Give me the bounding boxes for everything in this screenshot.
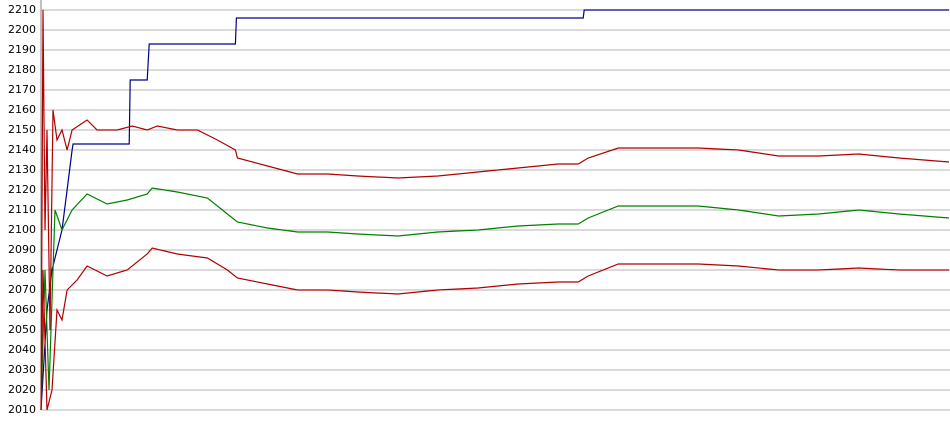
y-tick-label: 2090 [8, 243, 36, 256]
y-tick-label: 2040 [8, 343, 36, 356]
series-line [40, 187, 950, 411]
y-tick-label: 2200 [8, 23, 36, 36]
y-tick-label: 2120 [8, 183, 36, 196]
y-tick-label: 2020 [8, 383, 36, 396]
y-tick-label: 2210 [8, 3, 36, 16]
y-tick-label: 2060 [8, 303, 36, 316]
y-tick-label: 2050 [8, 323, 36, 336]
y-tick-label: 2170 [8, 83, 36, 96]
y-tick-label: 2080 [8, 263, 36, 276]
series-line [40, 9, 950, 411]
series-line [40, 247, 949, 411]
y-tick-label: 2180 [8, 63, 36, 76]
series-line [40, 9, 949, 411]
y-tick-label: 2010 [8, 403, 36, 416]
y-tick-label: 2070 [8, 283, 36, 296]
y-tick-label: 2030 [8, 363, 36, 376]
y-tick-label: 2130 [8, 163, 36, 176]
y-tick-label: 2140 [8, 143, 36, 156]
y-tick-label: 2160 [8, 103, 36, 116]
y-tick-label: 2100 [8, 223, 36, 236]
y-tick-label: 2150 [8, 123, 36, 136]
y-tick-label: 2110 [8, 203, 36, 216]
y-tick-label: 2190 [8, 43, 36, 56]
